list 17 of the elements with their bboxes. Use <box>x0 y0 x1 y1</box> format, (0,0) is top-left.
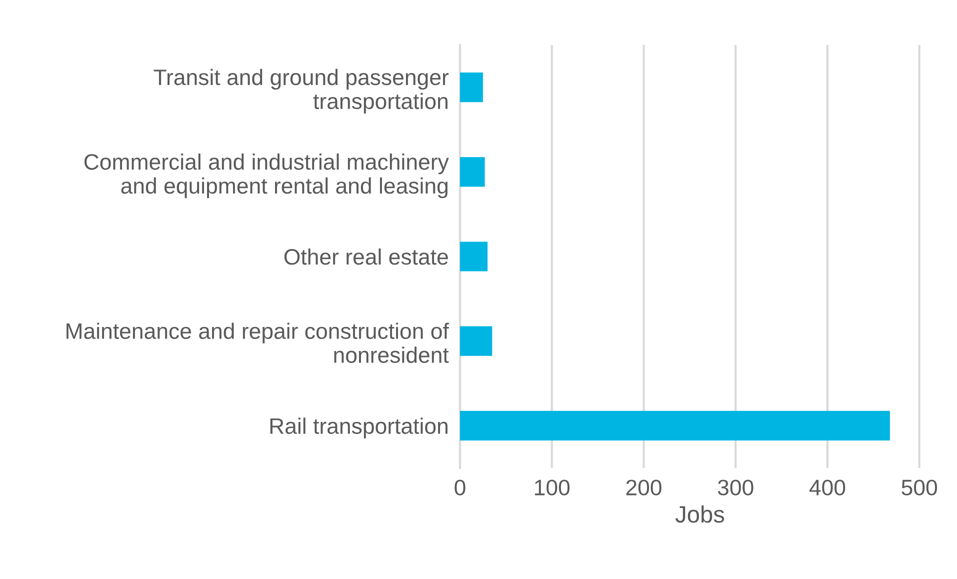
bar <box>460 410 890 441</box>
bar <box>460 72 483 102</box>
x-tick-label: 400 <box>809 480 846 496</box>
x-tick-label: 500 <box>902 480 937 496</box>
x-axis-title: Jobs <box>675 505 724 523</box>
x-tick-label: 200 <box>626 480 662 496</box>
x-tick-label: 0 <box>454 480 466 496</box>
y-tick-label: Transit and ground passenger transportation <box>154 68 449 114</box>
y-tick-label: Commercial and industrial machinery and equipment rental and leasing <box>84 153 449 198</box>
bar <box>460 326 492 356</box>
bar <box>460 242 488 272</box>
bar <box>460 157 485 187</box>
x-tick-label: 300 <box>718 480 754 496</box>
y-tick-label: Rail transportation <box>270 418 448 438</box>
y-tick-label: Other real estate <box>284 248 448 265</box>
y-tick-label: Maintenance and repair construction of nonresident <box>66 322 449 363</box>
x-tick-label: 100 <box>535 480 570 496</box>
